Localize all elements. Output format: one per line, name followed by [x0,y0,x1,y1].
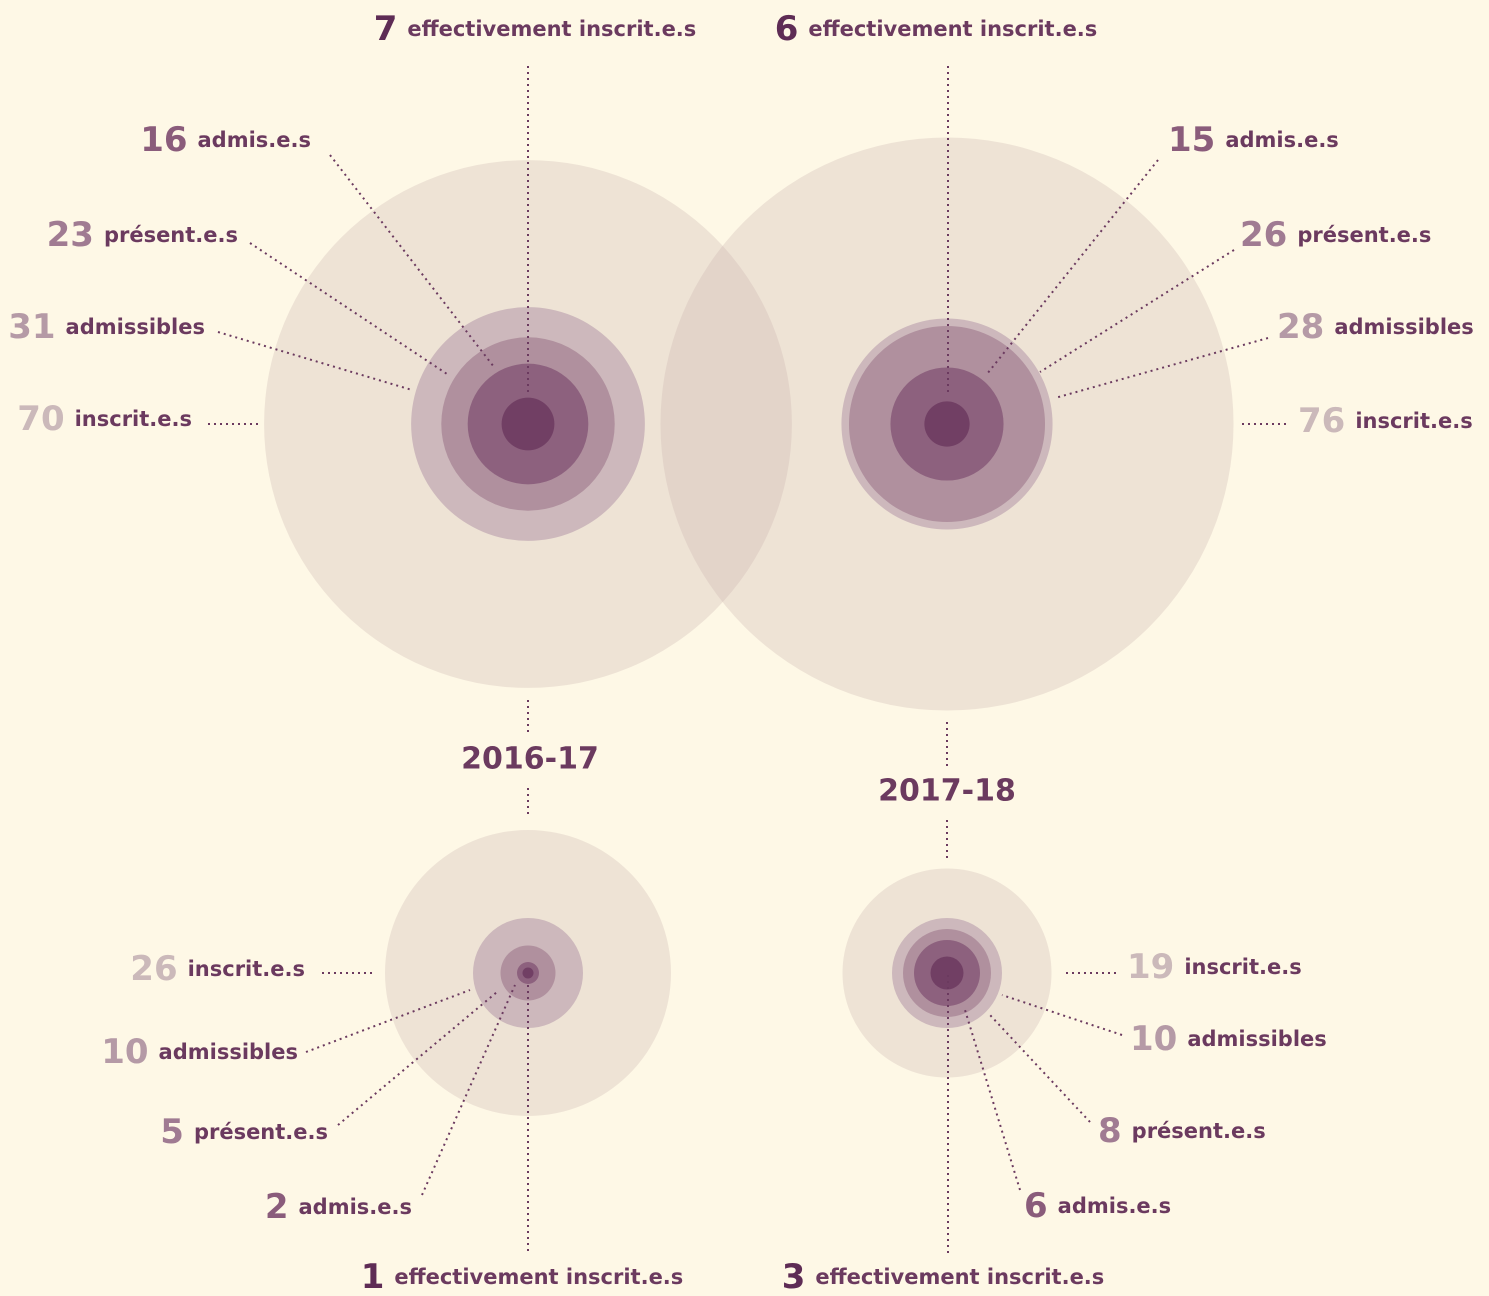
level-text: admis.e.s [1058,1194,1171,1218]
level-text: admissibles [159,1040,298,1064]
year-label: 2017-18 [878,774,1016,809]
level-value: 5 [160,1112,184,1152]
level-text: admis.e.s [299,1195,412,1219]
level-value: 1 [361,1257,385,1296]
level-text: effectivement inscrit.e.s [394,1265,683,1289]
level-label: 76 inscrit.e.s [1298,401,1473,441]
level-value: 7 [374,9,398,49]
level-text: inscrit.e.s [75,407,192,431]
level-circle [501,397,555,451]
level-text: présent.e.s [104,223,238,247]
level-label: 10 admissibles [1130,1019,1327,1059]
level-text: présent.e.s [1132,1119,1266,1143]
level-value: 2 [265,1187,289,1227]
level-value: 26 [1240,215,1287,255]
connector [421,984,516,1196]
level-text: inscrit.e.s [188,957,305,981]
level-value: 28 [1277,307,1324,347]
level-label: 26 inscrit.e.s [130,949,305,989]
level-label: 16 admis.e.s [140,120,311,160]
connector [1054,337,1269,399]
level-label: 70 inscrit.e.s [17,399,192,439]
level-label: 19 inscrit.e.s [1127,947,1302,987]
level-label: 15 admis.e.s [1168,120,1339,160]
level-label: 7 effectivement inscrit.e.s [374,9,697,49]
level-label: 5 présent.e.s [160,1112,328,1152]
connector [986,159,1159,375]
level-label: 2 admis.e.s [265,1187,412,1227]
level-value: 70 [17,399,64,439]
level-label: 26 présent.e.s [1240,215,1431,255]
level-text: inscrit.e.s [1355,409,1472,433]
level-circle [522,967,534,979]
level-text: admissibles [66,315,205,339]
level-value: 19 [1127,947,1174,987]
level-text: effectivement inscrit.e.s [815,1265,1104,1289]
connector [329,154,495,368]
level-label: 6 admis.e.s [1024,1186,1171,1226]
level-value: 3 [782,1257,806,1296]
level-circle [930,956,964,990]
level-text: effectivement inscrit.e.s [808,17,1097,41]
level-text: inscrit.e.s [1184,955,1301,979]
level-value: 31 [8,307,55,347]
connector [964,1009,1021,1191]
level-text: présent.e.s [194,1120,328,1144]
level-value: 16 [140,120,187,160]
level-value: 23 [47,215,94,255]
level-text: admissibles [1187,1027,1326,1051]
level-text: effectivement inscrit.e.s [407,17,696,41]
level-value: 10 [1130,1019,1177,1059]
connector [217,331,413,391]
circles [264,137,1234,1116]
level-label: 3 effectivement inscrit.e.s [782,1257,1105,1296]
level-value: 76 [1298,401,1345,441]
level-label: 23 présent.e.s [47,215,238,255]
level-text: admis.e.s [198,128,311,152]
level-value: 6 [775,9,799,49]
level-text: présent.e.s [1297,223,1431,247]
level-label: 28 admissibles [1277,307,1474,347]
level-circle [924,401,970,447]
year-label: 2016-17 [461,742,599,777]
level-text: admissibles [1334,315,1473,339]
connector [1039,249,1235,373]
level-value: 6 [1024,1186,1048,1226]
connector [337,991,498,1126]
level-value: 8 [1098,1111,1122,1151]
level-text: admis.e.s [1225,128,1338,152]
level-label: 8 présent.e.s [1098,1111,1266,1151]
level-label: 1 effectivement inscrit.e.s [361,1257,684,1296]
level-value: 10 [101,1032,148,1072]
level-label: 6 effectivement inscrit.e.s [775,9,1098,49]
level-label: 10 admissibles [101,1032,298,1072]
level-value: 15 [1168,120,1215,160]
level-label: 31 admissibles [8,307,205,347]
level-value: 26 [130,949,177,989]
connector [989,1014,1091,1123]
